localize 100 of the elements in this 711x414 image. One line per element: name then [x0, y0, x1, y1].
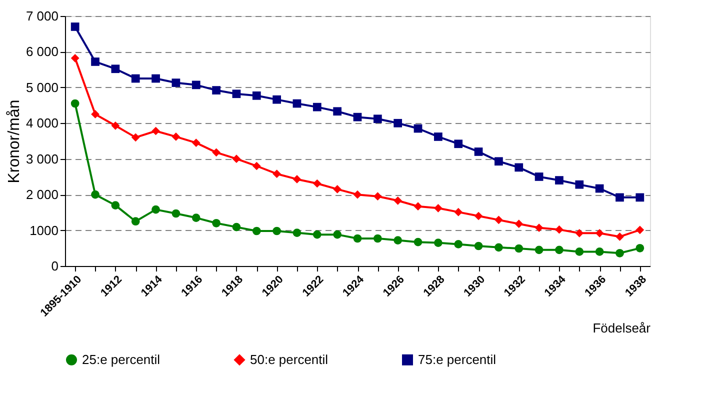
point	[373, 192, 382, 201]
point	[353, 234, 362, 243]
point	[394, 118, 402, 128]
point	[292, 99, 302, 108]
point	[252, 162, 261, 170]
point	[616, 248, 624, 258]
point	[414, 202, 422, 211]
point	[91, 110, 100, 118]
point	[192, 214, 200, 222]
point	[555, 176, 564, 184]
point	[434, 204, 442, 212]
point	[131, 133, 140, 142]
point	[333, 185, 342, 194]
y-tick-label: 5 000	[26, 80, 58, 95]
point	[555, 225, 564, 234]
point	[454, 140, 463, 148]
point	[616, 193, 624, 202]
legend-label: 25:e percentil	[82, 352, 160, 367]
point	[252, 91, 261, 100]
point	[534, 172, 544, 181]
point	[131, 74, 140, 83]
y-tick-label: 0	[51, 258, 58, 274]
point	[474, 212, 483, 220]
point	[474, 242, 483, 250]
point	[333, 230, 342, 239]
point	[595, 184, 604, 193]
point	[172, 209, 180, 218]
point	[353, 190, 362, 199]
point	[172, 78, 180, 87]
point	[555, 246, 564, 254]
point	[595, 228, 604, 238]
point	[414, 238, 422, 246]
point	[394, 196, 402, 205]
point	[575, 248, 584, 256]
y-tick-label: 3 000	[26, 151, 58, 166]
point	[373, 114, 382, 124]
point	[312, 179, 322, 188]
point	[212, 148, 220, 157]
point	[514, 163, 524, 172]
point	[454, 240, 463, 248]
point	[494, 157, 503, 166]
point	[333, 107, 342, 116]
point	[272, 226, 281, 236]
point	[394, 236, 402, 244]
point	[514, 244, 524, 253]
point	[373, 234, 382, 243]
point	[172, 132, 180, 141]
point	[232, 154, 241, 164]
point	[232, 90, 241, 98]
point	[70, 99, 80, 108]
point	[534, 224, 544, 232]
x-axis-title: Födelseår	[592, 320, 652, 336]
point	[312, 230, 322, 239]
point	[616, 232, 624, 241]
point	[292, 228, 302, 237]
point	[131, 217, 140, 226]
y-tick-label: 2 000	[26, 187, 58, 202]
point	[534, 246, 544, 254]
y-axis-title: Kronor/mån	[6, 100, 23, 184]
point	[252, 226, 261, 236]
point	[272, 95, 281, 104]
point	[434, 132, 442, 141]
point	[212, 86, 220, 94]
point	[152, 126, 160, 136]
y-tick-label: 7 000	[26, 8, 58, 24]
y-tick-label: 4 000	[26, 116, 58, 131]
point	[353, 112, 362, 122]
point	[111, 121, 120, 130]
point	[575, 180, 584, 189]
point	[434, 238, 442, 247]
y-tick-label: 1000	[30, 222, 58, 238]
point	[514, 220, 524, 228]
point	[636, 193, 644, 202]
point	[70, 54, 80, 62]
point	[70, 22, 80, 31]
point	[272, 170, 281, 178]
point	[454, 208, 463, 216]
point	[91, 58, 100, 66]
point	[575, 228, 584, 238]
y-tick-label: 6 000	[26, 44, 58, 60]
legend-label: 75:e percentil	[418, 352, 496, 367]
point	[91, 190, 100, 199]
point	[474, 148, 483, 156]
point	[636, 244, 644, 252]
point	[192, 80, 200, 90]
point	[192, 138, 200, 147]
point	[111, 64, 120, 74]
point	[494, 243, 503, 252]
point	[636, 226, 644, 234]
point	[111, 201, 120, 210]
point	[292, 175, 302, 184]
point	[212, 218, 220, 228]
point	[232, 222, 241, 232]
point	[595, 248, 604, 256]
point	[494, 216, 503, 224]
point	[152, 205, 160, 214]
point	[414, 124, 422, 133]
legend-label: 50:e percentil	[250, 352, 328, 367]
point	[152, 74, 160, 83]
point	[312, 102, 322, 112]
